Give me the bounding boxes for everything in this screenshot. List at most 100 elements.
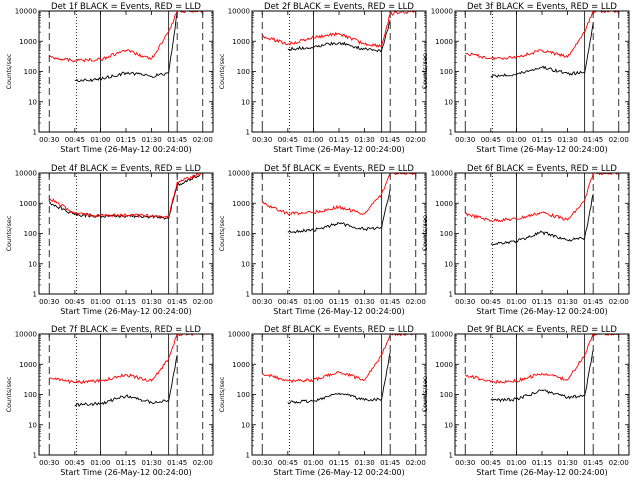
plot-frame-7 [38, 333, 214, 456]
x-tick-label-5: 01:00 [303, 298, 323, 306]
y-tick-label-5: 1 [246, 291, 250, 299]
chart-title-8: Det 8f BLACK = Events, RED = LLD [264, 325, 414, 335]
x-axis-label-7: Start Time (26-May-12 00:24:00) [60, 468, 191, 477]
x-axis-label-5: Start Time (26-May-12 00:24:00) [273, 307, 404, 316]
x-axis-label-1: Start Time (26-May-12 00:24:00) [60, 145, 191, 154]
x-tick-label-7: 02:00 [193, 459, 213, 467]
plot-frame-6 [454, 172, 630, 295]
y-tick-label-8: 1 [246, 452, 250, 460]
y-tick-label-3: 1 [449, 129, 453, 137]
y-tick-label-9: 10000 [431, 331, 453, 339]
y-tick-label-1: 100 [24, 68, 37, 76]
series-lld-2 [262, 10, 416, 48]
chart-title-6: Det 6f BLACK = Events, RED = LLD [467, 164, 617, 174]
x-tick-label-2: 01:00 [303, 136, 323, 144]
chart-title-4: Det 4f BLACK = Events, RED = LLD [51, 164, 201, 174]
y-tick-label-7: 1000 [19, 361, 37, 369]
x-tick-label-6: 00:30 [455, 298, 475, 306]
x-tick-label-9: 01:00 [506, 459, 526, 467]
y-tick-label-3: 10 [444, 98, 453, 106]
x-tick-label-8: 00:45 [278, 459, 298, 467]
x-tick-label-2: 00:30 [252, 136, 272, 144]
x-tick-label-9: 01:45 [583, 459, 603, 467]
x-tick-label-4: 01:15 [116, 298, 136, 306]
series-events-9 [490, 349, 594, 403]
x-tick-label-5: 00:45 [278, 298, 298, 306]
x-tick-label-6: 02:00 [609, 298, 629, 306]
x-tick-label-4: 00:45 [65, 298, 85, 306]
x-tick-label-1: 00:45 [65, 136, 85, 144]
series-events-8 [287, 352, 391, 405]
y-tick-label-9: 1 [449, 452, 453, 460]
y-axis-label-2: Counts/sec [218, 53, 226, 89]
y-tick-label-1: 1000 [19, 38, 37, 46]
series-events-6 [490, 193, 594, 246]
y-axis-label-1: Counts/sec [5, 53, 13, 89]
series-lld-3 [465, 10, 620, 61]
y-tick-label-5: 10 [241, 260, 250, 268]
chart-panel-9: Det 9f BLACK = Events, RED = LLD Counts/s… [421, 325, 630, 477]
y-tick-label-6: 1000 [435, 200, 453, 208]
x-tick-label-7: 00:45 [65, 459, 85, 467]
x-axis-label-8: Start Time (26-May-12 00:24:00) [273, 468, 404, 477]
x-tick-label-1: 01:30 [141, 136, 161, 144]
y-tick-label-3: 100 [440, 68, 453, 76]
x-tick-label-1: 01:00 [90, 136, 110, 144]
x-tick-label-9: 02:00 [609, 459, 629, 467]
chart-title-7: Det 7f BLACK = Events, RED = LLD [51, 325, 201, 335]
y-tick-label-4: 10 [28, 260, 37, 268]
x-tick-label-8: 01:30 [354, 459, 374, 467]
y-axis-label-7: Counts/sec [5, 376, 13, 412]
x-tick-label-2: 00:45 [278, 136, 298, 144]
x-tick-label-3: 02:00 [609, 136, 629, 144]
x-tick-label-9: 01:15 [532, 459, 552, 467]
y-tick-label-5: 1000 [232, 200, 250, 208]
x-tick-label-3: 00:45 [481, 136, 501, 144]
y-axis-label-9: Counts/sec [421, 376, 429, 412]
plot-frame-2 [251, 10, 427, 133]
y-tick-label-8: 1000 [232, 361, 250, 369]
plot-frame-9 [454, 333, 630, 456]
x-axis-label-3: Start Time (26-May-12 00:24:00) [476, 145, 607, 154]
series-events-7 [74, 354, 178, 407]
x-tick-label-8: 01:00 [303, 459, 323, 467]
x-tick-label-5: 01:30 [354, 298, 374, 306]
series-lld-5 [261, 172, 417, 216]
x-tick-label-1: 01:45 [167, 136, 187, 144]
y-axis-label-8: Counts/sec [218, 376, 226, 412]
plot-frame-3 [454, 10, 630, 133]
y-tick-label-9: 1000 [435, 361, 453, 369]
series-lld-6 [464, 172, 619, 223]
y-tick-label-7: 10 [28, 421, 37, 429]
chart-title-1: Det 1f BLACK = Events, RED = LLD [51, 2, 201, 12]
chart-panel-8: Det 8f BLACK = Events, RED = LLD Counts/s… [218, 325, 427, 477]
y-axis-label-4: Counts/sec [5, 215, 13, 251]
y-tick-label-8: 100 [237, 391, 250, 399]
y-tick-label-6: 10000 [431, 170, 453, 178]
y-tick-label-9: 100 [440, 391, 453, 399]
x-tick-label-3: 01:45 [583, 136, 603, 144]
x-tick-label-7: 00:30 [39, 459, 59, 467]
chart-panel-7: Det 7f BLACK = Events, RED = LLD Counts/s… [5, 325, 214, 477]
x-tick-label-7: 01:15 [116, 459, 136, 467]
y-tick-label-4: 10000 [15, 170, 37, 178]
chart-panel-2: Det 2f BLACK = Events, RED = LLD Counts/s… [218, 2, 427, 154]
y-tick-label-8: 10000 [228, 331, 250, 339]
y-tick-label-2: 1000 [232, 38, 250, 46]
x-tick-label-1: 01:15 [116, 136, 136, 144]
x-tick-label-5: 01:15 [329, 298, 349, 306]
series-events-2 [287, 19, 391, 53]
chart-title-3: Det 3f BLACK = Events, RED = LLD [467, 2, 617, 12]
series-lld-4 [48, 172, 203, 219]
chart-panel-3: Det 3f BLACK = Events, RED = LLD Counts/s… [421, 2, 630, 154]
x-tick-label-4: 00:30 [39, 298, 59, 306]
series-lld-1 [48, 10, 204, 63]
x-tick-label-4: 02:00 [193, 298, 213, 306]
x-axis-label-6: Start Time (26-May-12 00:24:00) [476, 307, 607, 316]
y-tick-label-4: 1 [33, 291, 37, 299]
y-tick-label-6: 100 [440, 230, 453, 238]
x-tick-label-5: 02:00 [406, 298, 426, 306]
x-tick-label-7: 01:45 [167, 459, 187, 467]
y-tick-label-6: 10 [444, 260, 453, 268]
